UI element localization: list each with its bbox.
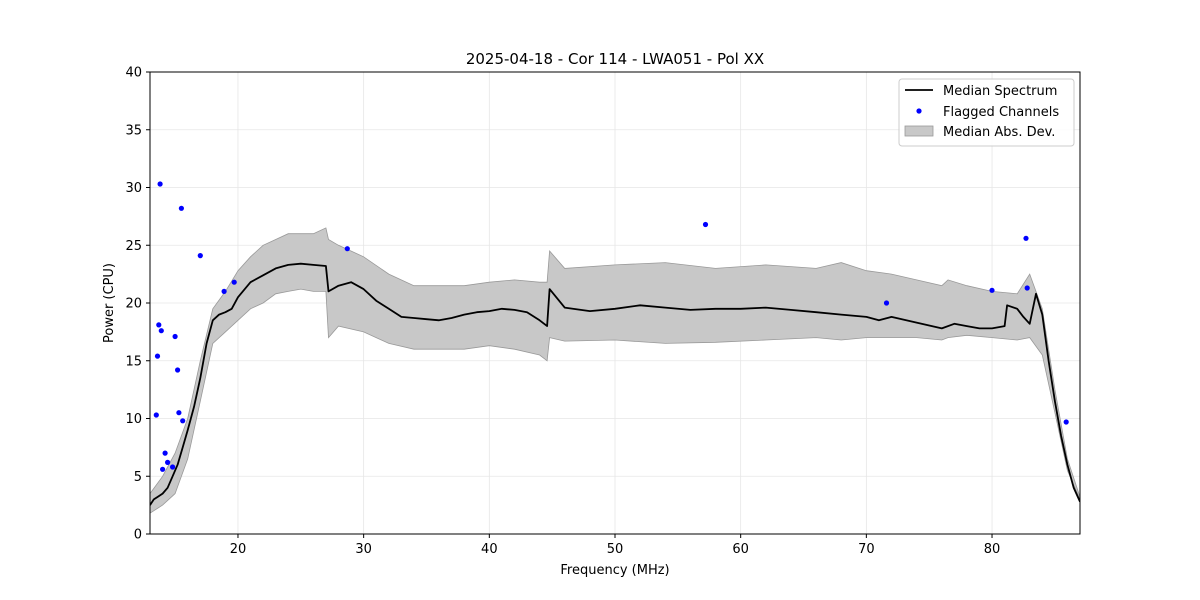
y-tick-label: 15 [125,354,142,369]
legend-point-swatch [916,108,922,114]
x-tick-label: 70 [858,542,875,557]
flagged-channel-point [702,221,709,228]
flagged-channel-point [1024,285,1030,291]
flagged-channel-point [165,459,171,465]
x-axis-label: Frequency (MHz) [560,563,669,578]
flagged-channel-point [1063,419,1069,425]
legend-label-flagged: Flagged Channels [943,105,1059,120]
legend-band-swatch [904,125,934,137]
flagged-channel-point [180,418,186,424]
x-tick-label: 40 [481,542,498,557]
y-axis-label: Power (CPU) [102,263,117,343]
y-tick-label: 0 [134,528,142,543]
flagged-channel-point [176,410,182,416]
flagged-channel-point [170,464,176,470]
legend-label-median: Median Spectrum [943,84,1057,99]
flagged-channel-point [883,300,890,306]
flagged-channel-point [221,288,227,294]
mad-band [150,227,1080,514]
flagged-channel-point [1023,235,1029,241]
flagged-channel-point [154,353,161,359]
flagged-channel-point [197,253,203,259]
y-tick-label: 25 [125,239,142,254]
x-tick-label: 20 [230,542,247,557]
y-tick-label: 5 [134,470,142,485]
flagged-channel-point [178,205,184,211]
series-group [150,181,1080,514]
flagged-channel-point [344,246,350,252]
x-tick-label: 80 [984,542,1001,557]
chart-title: 2025-04-18 - Cor 114 - LWA051 - Pol XX [466,50,764,68]
flagged-channel-point [172,333,178,340]
y-tick-label: 10 [125,412,142,427]
y-tick-label: 20 [125,297,142,312]
flagged-channel-point [231,279,237,285]
flagged-channel-point [158,328,164,334]
legend-label-mad: Median Abs. Dev. [943,125,1055,140]
flagged-channel-point [156,322,162,328]
x-tick-label: 30 [355,542,372,557]
plot-area: 20 30 40 50 60 70 80 0 5 10 15 20 25 30 35 40 [125,66,1081,557]
y-tick-label: 30 [125,181,142,196]
flagged-channel-point [162,450,168,456]
y-tick-label: 40 [125,66,142,81]
median-spectrum-line [150,262,1080,506]
flagged-channel-point [175,367,181,373]
legend: Median Spectrum Flagged Channels Median Ab… [898,78,1075,147]
x-tick-label: 50 [607,542,624,557]
flagged-channel-point [989,287,995,293]
flagged-channel-point [160,466,166,472]
flagged-channel-point [157,181,163,187]
y-tick-label: 35 [125,123,142,138]
legend-box [898,78,1075,147]
flagged-channel-point [153,412,159,418]
x-tick-label: 60 [732,542,749,557]
